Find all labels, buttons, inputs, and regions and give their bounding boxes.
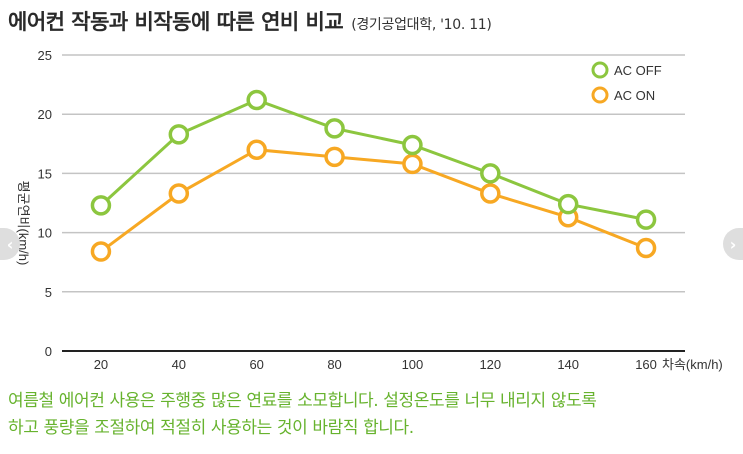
y-tick-label: 25	[38, 48, 52, 63]
data-point	[168, 124, 190, 145]
data-point	[480, 183, 501, 204]
x-tick-label: 60	[249, 357, 263, 372]
data-point	[168, 183, 190, 204]
x-tick-label: 20	[94, 357, 108, 372]
x-tick-label: 120	[479, 357, 501, 372]
chevron-right-icon: ›	[729, 234, 737, 254]
data-point	[90, 241, 112, 262]
data-point	[480, 163, 501, 184]
series-line	[100, 148, 647, 253]
data-point	[324, 146, 345, 168]
y-tick-label: 10	[38, 226, 52, 241]
legend-label: AC ON	[614, 88, 655, 103]
x-tick-label: 80	[327, 357, 341, 372]
chart-source: (경기공업대학, '10. 11)	[351, 17, 492, 33]
next-arrow-button[interactable]: ›	[723, 228, 743, 260]
data-point	[402, 134, 423, 156]
y-axis-label: 평균연비(km/h)	[16, 181, 31, 266]
data-point	[635, 237, 657, 259]
data-point	[246, 89, 267, 111]
legend-label: AC OFF	[614, 63, 662, 78]
caption-line-2: 하고 풍량을 조절하여 적절히 사용하는 것이 바람직 합니다.	[8, 418, 414, 438]
x-axis-label: 차속(km/h)	[662, 357, 723, 372]
x-tick-label: 100	[402, 357, 424, 372]
data-point	[246, 139, 267, 160]
chevron-left-icon: ‹	[6, 234, 14, 254]
chart-title-row: 에어컨 작동과 비작동에 따른 연비 비교 (경기공업대학, '10. 11)	[8, 6, 492, 36]
chart-title: 에어컨 작동과 비작동에 따른 연비 비교	[8, 10, 344, 34]
legend-marker	[591, 61, 609, 79]
data-point	[557, 193, 579, 215]
data-point	[90, 195, 112, 216]
fuel-efficiency-chart: 0 5 10 15 20 25 20 40 60 80 100 120 140 160 차속(km/h) 평균…	[16, 48, 723, 372]
data-point	[324, 118, 345, 139]
y-tick-label: 0	[45, 344, 52, 359]
y-tick-label: 20	[38, 107, 52, 122]
caption: 여름철 에어컨 사용은 주행중 많은 연료를 소모합니다. 설정온도를 너무 내…	[8, 388, 736, 442]
caption-line-1: 여름철 에어컨 사용은 주행중 많은 연료를 소모합니다. 설정온도를 너무 내…	[8, 391, 597, 411]
data-point	[635, 209, 657, 230]
x-tick-label: 140	[557, 357, 579, 372]
x-tick-label: 40	[172, 357, 186, 372]
series-line	[99, 98, 647, 222]
legend-marker	[591, 86, 609, 104]
prev-arrow-button[interactable]: ‹	[0, 228, 20, 260]
y-tick-label: 5	[45, 285, 52, 300]
x-tick-label: 160	[635, 357, 657, 372]
data-point	[402, 153, 423, 175]
y-tick-label: 15	[38, 166, 52, 181]
